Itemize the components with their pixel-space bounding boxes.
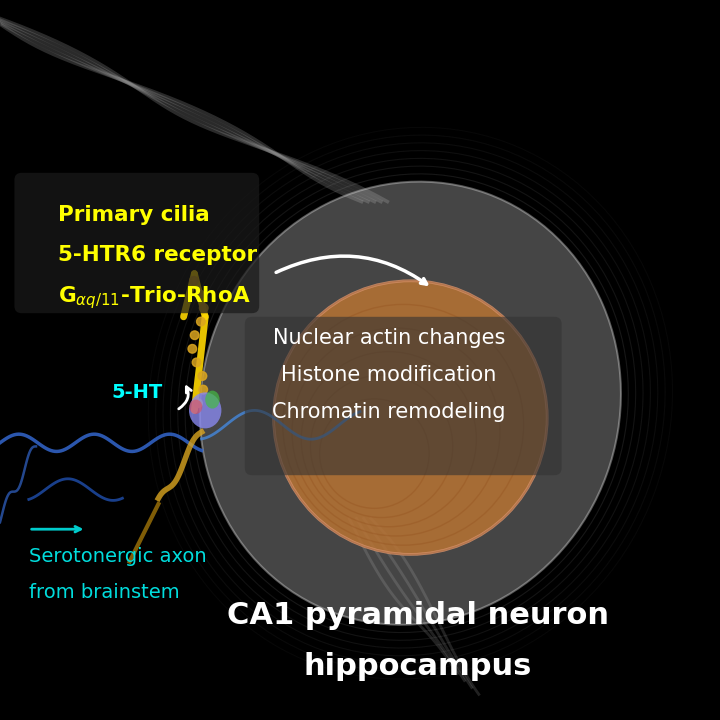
Text: Nuclear actin changes: Nuclear actin changes [273, 328, 505, 348]
Ellipse shape [189, 400, 202, 414]
Ellipse shape [205, 390, 220, 409]
Text: 5-HTR6 receptor: 5-HTR6 receptor [58, 245, 257, 265]
Circle shape [199, 304, 208, 312]
Circle shape [188, 344, 197, 353]
Circle shape [192, 358, 201, 366]
FancyBboxPatch shape [245, 317, 562, 475]
Ellipse shape [274, 281, 547, 554]
Text: Primary cilia: Primary cilia [58, 205, 210, 225]
Circle shape [198, 372, 207, 380]
Circle shape [194, 399, 202, 408]
Text: hippocampus: hippocampus [303, 652, 532, 680]
Ellipse shape [189, 392, 222, 428]
Circle shape [197, 318, 205, 326]
Circle shape [199, 385, 207, 394]
Circle shape [196, 290, 204, 299]
Circle shape [190, 331, 199, 340]
Text: Histone modification: Histone modification [281, 365, 497, 385]
Text: CA1 pyramidal neuron: CA1 pyramidal neuron [227, 601, 608, 630]
Ellipse shape [200, 181, 621, 625]
Text: from brainstem: from brainstem [29, 583, 179, 602]
Text: 5-HT: 5-HT [112, 383, 163, 402]
Text: Serotonergic axon: Serotonergic axon [29, 547, 207, 566]
Text: G$_{\alpha q/11}$-Trio-RhoA: G$_{\alpha q/11}$-Trio-RhoA [58, 284, 250, 311]
Circle shape [189, 276, 198, 285]
FancyBboxPatch shape [14, 173, 259, 313]
Text: Chromatin remodeling: Chromatin remodeling [272, 402, 505, 423]
